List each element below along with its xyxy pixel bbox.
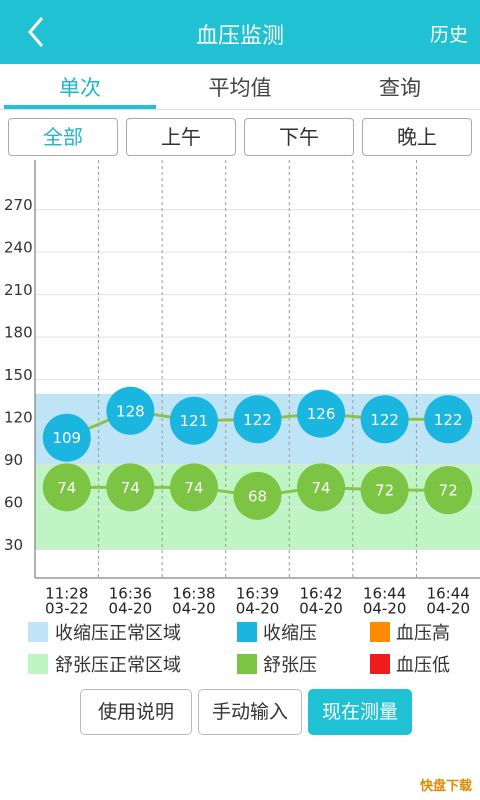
y-tick-label: 90 [4,451,23,469]
y-tick-label: 210 [4,281,33,299]
legend-label: 舒张压 [263,655,317,676]
title: 血压监测 [195,24,284,49]
x-tick-label: 04-20 [236,600,280,618]
data-label: 72 [439,482,458,500]
data-point [360,466,409,515]
history-button[interactable]: 历史 [429,24,468,46]
data-point [233,471,282,520]
chart: 30609012015018021024027011:2803-2216:360… [4,160,480,618]
tab[interactable]: 单次 [59,76,101,100]
data-label: 74 [121,479,140,497]
y-tick-label: 120 [4,409,33,427]
data-point [297,389,346,438]
legend-label: 血压低 [396,655,450,676]
filter-button[interactable]: 上午 [126,118,236,156]
data-point [297,463,346,512]
data-point [424,395,473,444]
legend-label: 舒张压正常区域 [55,655,181,676]
data-label: 74 [184,479,203,497]
y-tick-label: 60 [4,494,23,512]
data-label: 68 [248,487,267,505]
x-tick-label: 11:28 [45,585,88,603]
data-label: 121 [180,412,209,430]
y-tick-label: 180 [4,324,33,342]
legend-swatch [28,622,48,642]
action-button[interactable]: 手动输入 [198,689,302,735]
tab[interactable]: 查询 [379,76,421,100]
data-point [169,463,218,512]
x-tick-label: 16:39 [236,585,279,603]
data-label: 72 [375,482,394,500]
x-tick-label: 04-20 [363,600,407,618]
back-button[interactable] [18,0,58,64]
data-label: 109 [52,429,81,447]
legend-label: 血压高 [396,623,450,644]
x-tick-label: 16:42 [299,585,342,603]
header: 血压监测 历史 [0,0,480,64]
x-tick-label: 04-20 [172,600,216,618]
data-label: 126 [307,405,336,423]
x-tick-label: 16:38 [172,585,215,603]
legend-swatch [370,654,390,674]
data-label: 74 [312,479,331,497]
data-label: 122 [434,411,463,429]
filter-button[interactable]: 晚上 [362,118,472,156]
tab[interactable]: 平均值 [208,76,272,100]
tab-indicator [4,105,156,109]
data-point [106,386,155,435]
data-label: 122 [370,411,399,429]
x-tick-label: 16:36 [109,585,152,603]
data-label: 128 [116,402,145,420]
action-button[interactable]: 现在测量 [308,689,412,735]
data-label: 74 [57,479,76,497]
legend-label: 收缩压 [263,623,317,644]
x-tick-label: 04-20 [109,600,153,618]
y-tick-label: 240 [4,239,33,257]
x-tick-label: 16:44 [363,585,406,603]
x-tick-label: 16:44 [427,585,470,603]
data-point [424,466,473,515]
filter-button[interactable]: 下午 [244,118,354,156]
legend-swatch [370,622,390,642]
data-point [106,463,155,512]
divider [0,109,480,110]
y-tick-label: 30 [4,536,23,554]
filter-button[interactable]: 全部 [8,118,118,156]
legend-swatch [237,622,257,642]
x-tick-label: 04-20 [426,600,470,618]
legend-swatch [237,654,257,674]
data-point [360,395,409,444]
data-point [233,395,282,444]
y-tick-label: 150 [4,366,33,384]
y-tick-label: 270 [4,196,33,214]
action-button[interactable]: 使用说明 [80,689,192,735]
legend-label: 收缩压正常区域 [55,623,181,644]
x-tick-label: 03-22 [45,600,89,618]
watermark: 快盘下载 [419,779,472,794]
data-label: 122 [243,411,272,429]
data-point [42,413,91,462]
legend-swatch [28,654,48,674]
x-tick-label: 04-20 [299,600,343,618]
data-point [169,396,218,445]
data-point [42,463,91,512]
